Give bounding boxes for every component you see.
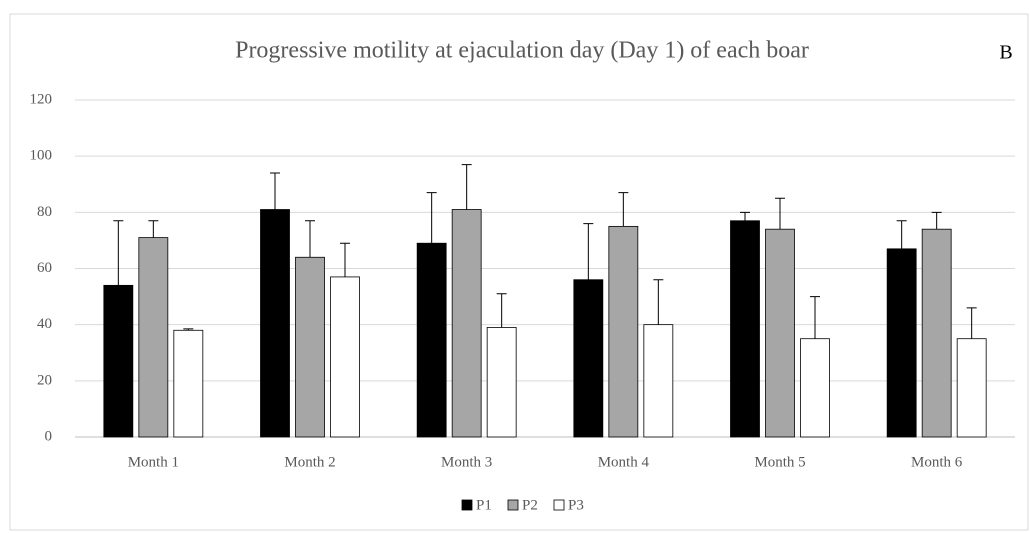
error-bar [896, 220, 907, 249]
chart-title: Progressive motility at ejaculation day … [235, 38, 809, 64]
y-tick-label: 0 [45, 428, 53, 444]
x-tick-label: Month 2 [284, 454, 335, 470]
bar [608, 225, 639, 438]
error-bar [340, 242, 350, 277]
bar [295, 256, 325, 438]
y-tick-label: 60 [37, 260, 52, 276]
y-tick-label: 20 [37, 372, 52, 388]
error-bar [270, 172, 280, 210]
error-bar [113, 220, 124, 286]
y-tick-label: 80 [37, 204, 52, 220]
error-bar [775, 197, 785, 230]
bar [643, 324, 674, 438]
bar [730, 220, 760, 438]
error-bar [931, 211, 942, 230]
panel-label: B [999, 42, 1012, 64]
legend-swatch [461, 499, 473, 511]
bar [486, 327, 517, 438]
bar [173, 329, 204, 438]
legend-swatch [507, 499, 519, 511]
legend-swatch [553, 499, 565, 511]
error-bar [148, 220, 159, 238]
error-bar [183, 328, 194, 331]
x-tick-label: Month 1 [128, 454, 179, 470]
chart-border [9, 13, 1029, 531]
bar [416, 242, 447, 438]
error-bar [583, 223, 594, 280]
bar [573, 279, 604, 438]
y-tick-label: 120 [30, 91, 53, 107]
x-tick-label: Month 6 [911, 454, 963, 470]
error-bar [810, 296, 820, 339]
bar [138, 237, 169, 438]
legend-label: P2 [522, 497, 538, 513]
bar [103, 284, 134, 438]
bar [451, 209, 482, 438]
bar [800, 338, 830, 438]
error-bar [426, 192, 437, 244]
y-tick-label: 40 [37, 316, 52, 332]
bar [921, 228, 952, 438]
bar [330, 276, 360, 438]
bar [886, 248, 917, 438]
x-tick-label: Month 5 [754, 454, 805, 470]
error-bar [461, 164, 472, 210]
error-bar [305, 220, 315, 258]
error-bar [740, 211, 750, 221]
bar [956, 338, 987, 438]
error-bar [496, 293, 507, 328]
y-tick-label: 100 [30, 148, 53, 164]
error-bar [966, 307, 977, 339]
error-bar [618, 192, 629, 227]
x-tick-label: Month 4 [598, 454, 650, 470]
bar [765, 228, 795, 438]
x-tick-label: Month 3 [441, 454, 492, 470]
bar [260, 209, 290, 438]
legend-label: P3 [568, 497, 584, 513]
legend-label: P1 [476, 497, 492, 513]
error-bar [653, 279, 664, 325]
